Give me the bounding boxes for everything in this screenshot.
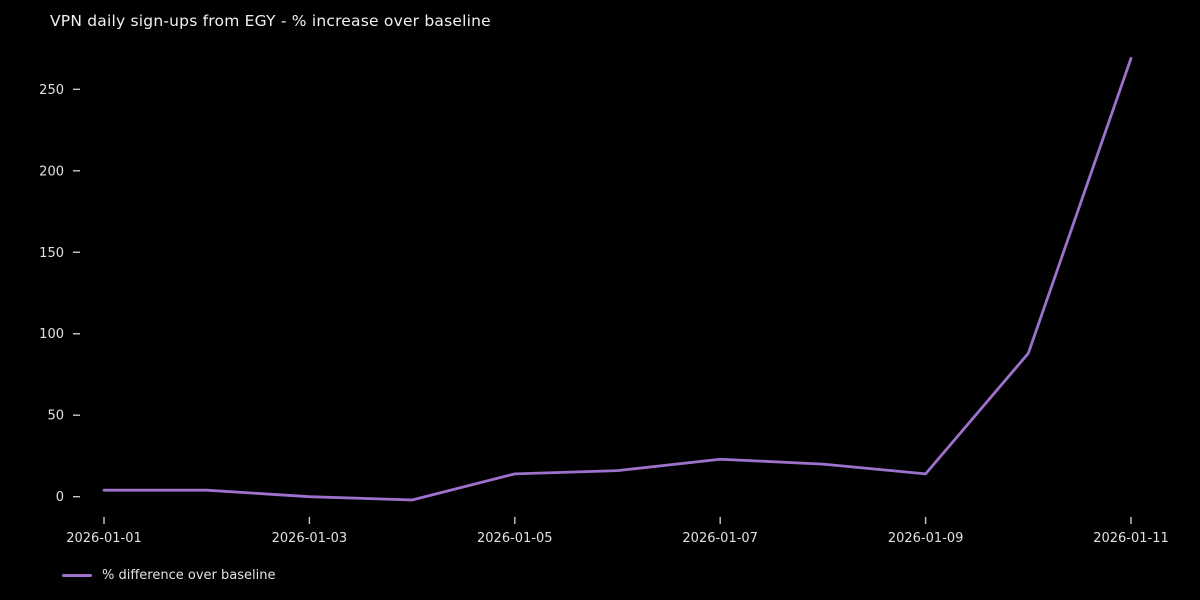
legend: % difference over baseline: [62, 566, 275, 584]
x-tick-label: 2026-01-09: [888, 531, 964, 546]
x-tick-label: 2026-01-01: [66, 531, 142, 546]
x-tick-label: 2026-01-05: [477, 531, 553, 546]
x-tick-label: 2026-01-03: [272, 531, 348, 546]
legend-label: % difference over baseline: [102, 567, 276, 583]
x-tick-label: 2026-01-07: [682, 531, 758, 546]
series-line: [102, 56, 1133, 502]
chart-title: VPN daily sign-ups from EGY - % increase…: [50, 12, 491, 30]
y-tick-label: 250: [39, 83, 64, 98]
x-tick-label: 2026-01-11: [1093, 531, 1169, 546]
y-tick-label: 100: [39, 327, 64, 342]
y-tick-label: 50: [47, 409, 64, 424]
y-tick-label: 0: [56, 490, 64, 505]
y-tick-label: 200: [39, 164, 64, 179]
y-tick-label: 150: [39, 246, 64, 261]
legend-line-swatch: [62, 573, 92, 577]
